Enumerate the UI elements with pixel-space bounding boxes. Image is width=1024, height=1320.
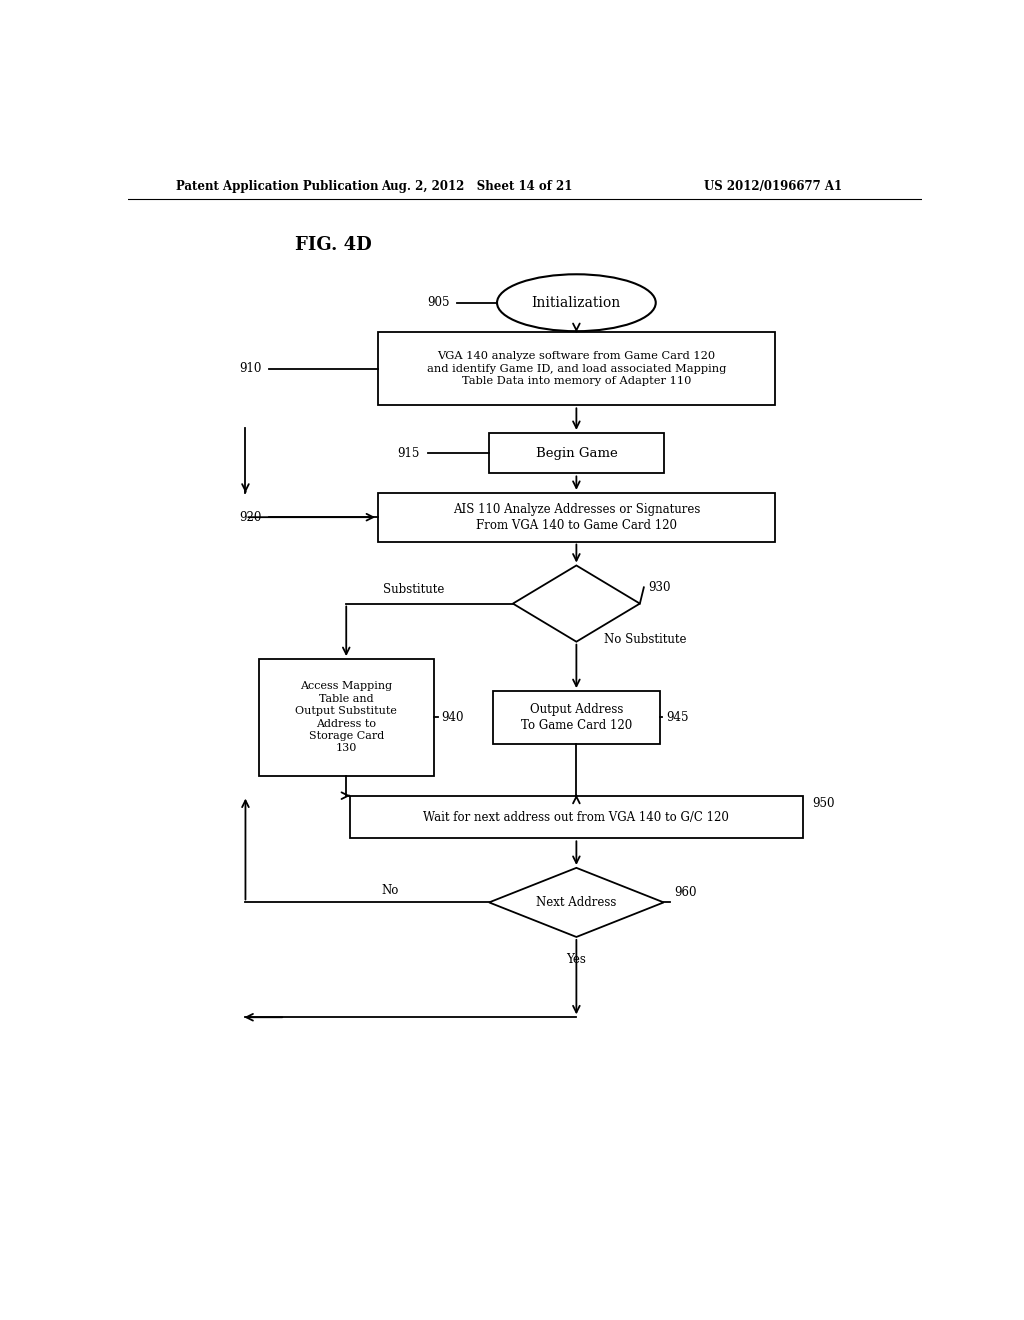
Text: Next Address: Next Address [537, 896, 616, 909]
Text: AIS 110 Analyze Addresses or Signatures
From VGA 140 to Game Card 120: AIS 110 Analyze Addresses or Signatures … [453, 503, 700, 532]
Text: Begin Game: Begin Game [536, 446, 617, 459]
Text: US 2012/0196677 A1: US 2012/0196677 A1 [705, 181, 842, 193]
Text: Yes: Yes [566, 953, 587, 966]
Text: Wait for next address out from VGA 140 to G/C 120: Wait for next address out from VGA 140 t… [424, 810, 729, 824]
Text: No Substitute: No Substitute [604, 632, 687, 645]
Text: 950: 950 [812, 797, 835, 810]
Text: 930: 930 [648, 581, 671, 594]
Text: Output Address
To Game Card 120: Output Address To Game Card 120 [521, 704, 632, 731]
Text: 920: 920 [239, 511, 261, 524]
Text: Patent Application Publication: Patent Application Publication [176, 181, 378, 193]
Text: FIG. 4D: FIG. 4D [295, 236, 372, 253]
Text: VGA 140 analyze software from Game Card 120
and identify Game ID, and load assoc: VGA 140 analyze software from Game Card … [427, 351, 726, 387]
Text: Aug. 2, 2012   Sheet 14 of 21: Aug. 2, 2012 Sheet 14 of 21 [382, 181, 572, 193]
Text: 940: 940 [441, 711, 464, 723]
Text: Initialization: Initialization [531, 296, 621, 310]
Text: 905: 905 [427, 296, 450, 309]
Text: Access Mapping
Table and
Output Substitute
Address to
Storage Card
130: Access Mapping Table and Output Substitu… [295, 681, 397, 754]
Text: Substitute: Substitute [383, 583, 444, 595]
Text: 945: 945 [666, 711, 688, 723]
Text: 960: 960 [674, 886, 696, 899]
Text: No: No [381, 883, 398, 896]
Text: 915: 915 [397, 446, 420, 459]
Text: 910: 910 [239, 362, 261, 375]
